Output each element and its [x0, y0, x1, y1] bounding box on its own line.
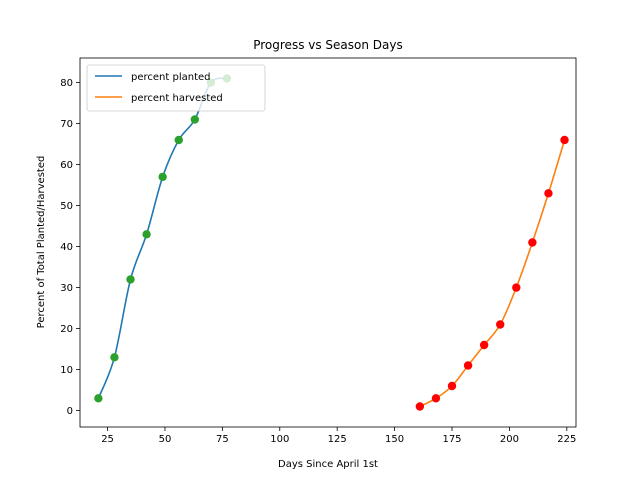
- data-point: [142, 230, 151, 239]
- series-line-0: [97, 77, 228, 399]
- data-point: [431, 394, 441, 403]
- legend-box: [86, 64, 266, 112]
- data-point: [94, 394, 103, 403]
- y-tick-label: 20: [60, 324, 73, 335]
- data-point: [190, 115, 200, 124]
- x-tick-label: 50: [159, 434, 172, 445]
- y-tick-label: 70: [60, 119, 73, 130]
- x-tick-label: 200: [500, 434, 519, 445]
- x-tick-label: 100: [270, 434, 289, 445]
- y-axis-label: Percent of Total Planted/Harvested: [36, 156, 47, 329]
- data-point: [447, 381, 457, 391]
- legend-label-1: percent harvested: [131, 93, 223, 104]
- data-point: [158, 172, 167, 182]
- x-tick-label: 125: [328, 434, 347, 445]
- x-axis-label: Days Since April 1st: [278, 459, 378, 470]
- x-tick-label: 175: [442, 434, 461, 445]
- x-tick-label: 75: [216, 434, 229, 445]
- series-line-1: [419, 139, 566, 408]
- data-point: [496, 320, 505, 329]
- y-tick-label: 80: [60, 78, 73, 89]
- legend: percent planted percent harvested: [86, 64, 266, 112]
- y-tick-label: 30: [60, 283, 73, 294]
- plot-area: [94, 74, 569, 411]
- legend-label-0: percent planted: [131, 72, 211, 83]
- y-tick-label: 10: [60, 365, 73, 376]
- axes-frame: [79, 57, 577, 428]
- data-point: [560, 135, 569, 145]
- y-tick-label: 0: [67, 406, 73, 417]
- data-point: [479, 340, 489, 350]
- chart-title: Progress vs Season Days: [253, 38, 403, 52]
- data-point: [528, 238, 537, 247]
- y-tick-label: 40: [60, 242, 73, 253]
- data-point: [544, 189, 553, 198]
- x-axis-ticks: 25 50 75 100 125 150 175 200 225: [101, 427, 576, 445]
- data-point: [512, 283, 521, 292]
- data-point: [463, 361, 473, 370]
- x-tick-label: 225: [557, 434, 576, 445]
- y-tick-label: 60: [60, 160, 73, 171]
- y-tick-label: 50: [60, 201, 73, 212]
- y-axis-ticks: 0 10 20 30 40 50 60 70 80: [60, 78, 80, 417]
- x-tick-label: 25: [101, 434, 114, 445]
- data-point: [110, 353, 119, 362]
- data-point: [174, 135, 183, 145]
- x-tick-label: 150: [385, 434, 404, 445]
- data-point: [415, 402, 425, 411]
- data-point: [126, 275, 135, 284]
